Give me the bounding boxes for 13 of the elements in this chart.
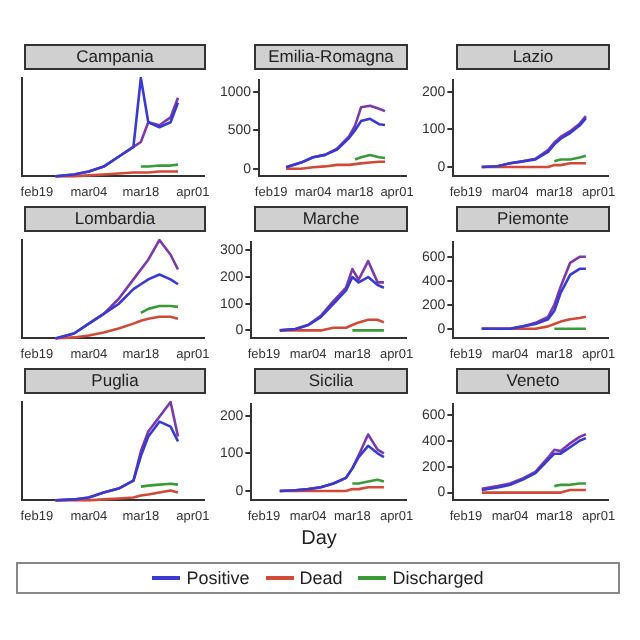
chart-title: Campania xyxy=(24,44,206,70)
x-axis-title: Day xyxy=(299,528,339,550)
chart-title: Lazio xyxy=(456,44,610,70)
legend-label: Discharged xyxy=(392,568,484,588)
chart-title: Sicilia xyxy=(254,368,408,394)
legend-label: Dead xyxy=(299,568,343,588)
chart-title: Lombardia xyxy=(24,206,206,232)
chart-title: Marche xyxy=(254,206,408,232)
chart-title: Veneto xyxy=(456,368,610,394)
chart-title: Puglia xyxy=(24,368,206,394)
legend-label: Positive xyxy=(186,568,250,588)
chart-title: Piemonte xyxy=(456,206,610,232)
chart-title: Emilia-Romagna xyxy=(254,44,408,70)
